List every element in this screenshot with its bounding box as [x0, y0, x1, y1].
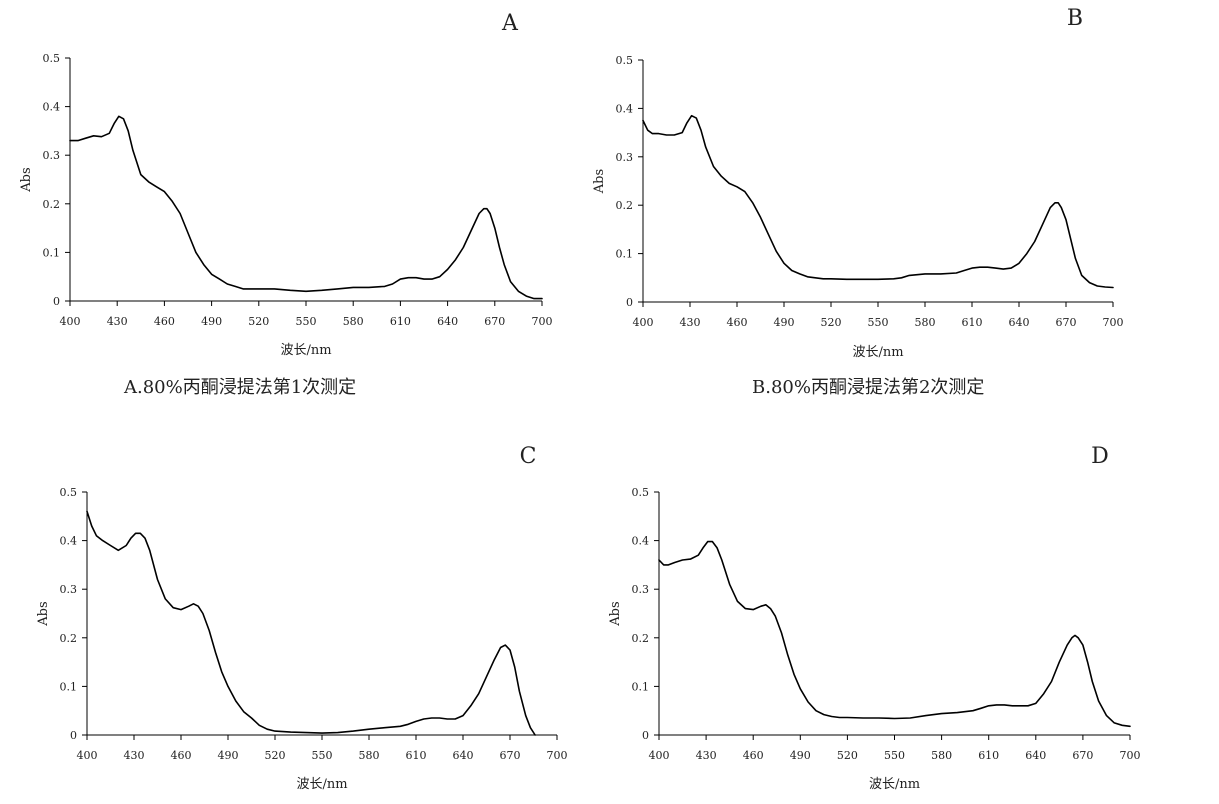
panel-b-x-axis-label: 波长/nm: [852, 345, 903, 360]
panel-c-chart: 0 0.1 0.2 0.3 0.4 0.5 400 430 460 490 520 550 580 610…: [36, 444, 568, 792]
panel-b-absorbance-line: [642, 114, 1114, 289]
panel-b-y-tick-label: 0: [626, 296, 633, 309]
panel-a-x-tick-label: 460: [154, 315, 175, 328]
panel-c-x-tick-label: 640: [453, 749, 474, 762]
panel-c-x-tick-label: 550: [312, 749, 333, 762]
panel-d-x-tick-label: 520: [837, 749, 858, 762]
panel-b-y-axis-label: Abs: [592, 169, 607, 194]
panel-c-x-tick-label: 670: [500, 749, 521, 762]
panel-d-x-tick-label: 610: [978, 749, 999, 762]
panel-d-y-tick-label: 0.3: [632, 583, 650, 596]
panel-c-x-axis-label: 波长/nm: [296, 777, 347, 792]
panel-d-y-tick-label: 0.2: [632, 632, 650, 645]
panel-a-x-tick-label: 700: [532, 315, 553, 328]
panel-a-absorbance-line: [69, 115, 543, 300]
panel-a-x-tick-label: 490: [201, 315, 222, 328]
panel-b-x-tick-label: 490: [774, 316, 795, 329]
panel-a-y-tick-label: 0.2: [43, 198, 61, 211]
panel-b-chart: 0 0.1 0.2 0.3 0.4 0.5 400 430 460 490 520 550 580 610…: [592, 6, 1124, 360]
panel-d-x-tick-label: 580: [931, 749, 952, 762]
panel-c-x-tick-label: 610: [406, 749, 427, 762]
panel-a-y-axis-label: Abs: [19, 167, 34, 192]
panel-c-x-tick-label: 460: [171, 749, 192, 762]
panel-d-x-axis-label: 波长/nm: [869, 777, 920, 792]
panel-a-letter: A: [501, 11, 519, 36]
panel-a-x-tick-label: 550: [296, 315, 317, 328]
panel-c-x-tick-label: 580: [359, 749, 380, 762]
panel-c-y-tick-label: 0.2: [60, 632, 78, 645]
panel-a-x-tick-label: 610: [390, 315, 411, 328]
panel-d-x-tick-label: 670: [1072, 749, 1093, 762]
panel-d-x-tick-label: 430: [696, 749, 717, 762]
panel-c-y-axis-label: Abs: [36, 601, 51, 626]
panel-b-x-tick-label: 520: [821, 316, 842, 329]
panel-d-x-tick-label: 490: [790, 749, 811, 762]
panel-a-x-tick-label: 400: [60, 315, 81, 328]
panel-c-letter: C: [520, 444, 537, 469]
panel-b-x-tick-label: 400: [633, 316, 654, 329]
panel-a-y-tick-label: 0.3: [43, 149, 61, 162]
panel-b-x-tick-label: 640: [1009, 316, 1030, 329]
panel-a-x-tick-label: 520: [248, 315, 269, 328]
panel-b-x-tick-label: 430: [680, 316, 701, 329]
panel-a-y-tick-label: 0.1: [43, 246, 61, 259]
panel-a-y-tick-label: 0: [53, 295, 60, 308]
panel-b-y-tick-label: 0.2: [616, 199, 634, 212]
panel-b-x-tick-label: 460: [727, 316, 748, 329]
panel-b-x-tick-label: 550: [868, 316, 889, 329]
panel-d-x-tick-label: 460: [743, 749, 764, 762]
panel-c-absorbance-line: [86, 510, 536, 736]
panel-c-y-tick-label: 0.4: [60, 535, 78, 548]
panel-d-y-tick-label: 0.4: [632, 535, 650, 548]
panel-b-y-tick-label: 0.5: [616, 54, 634, 67]
panel-d-y-tick-label: 0.5: [632, 486, 650, 499]
panel-c-x-tick-label: 520: [265, 749, 286, 762]
panel-a-x-tick-label: 670: [484, 315, 505, 328]
panel-c-y-tick-label: 0.5: [60, 486, 78, 499]
caption-b: B.80%丙酮浸提法第2次测定: [752, 377, 985, 398]
panel-d-x-tick-label: 640: [1025, 749, 1046, 762]
panel-a-chart: 0 0.1 0.2 0.3 0.4 0.5 400 430 460 490 520 550 580 610…: [19, 11, 553, 358]
caption-a: A.80%丙酮浸提法第1次测定: [124, 377, 357, 398]
panel-b-letter: B: [1067, 6, 1083, 31]
panel-a-x-tick-label: 640: [437, 315, 458, 328]
panel-a-y-tick-label: 0.4: [43, 101, 61, 114]
panel-d-x-tick-label: 400: [649, 749, 670, 762]
panel-b-x-tick-label: 610: [962, 316, 983, 329]
panel-d-y-axis-label: Abs: [608, 601, 623, 626]
panel-b-x-tick-label: 670: [1056, 316, 1077, 329]
panel-d-x-tick-label: 550: [884, 749, 905, 762]
panel-a-x-tick-label: 430: [107, 315, 128, 328]
panel-a-x-axis-label: 波长/nm: [280, 343, 331, 358]
panel-c-y-tick-label: 0: [70, 729, 77, 742]
panel-d-chart: 0 0.1 0.2 0.3 0.4 0.5 400 430 460 490 520 550 580 610…: [608, 444, 1141, 792]
panel-d-y-tick-label: 0: [642, 729, 649, 742]
panel-b-y-tick-label: 0.1: [616, 248, 634, 261]
panel-c-y-tick-label: 0.3: [60, 583, 78, 596]
panel-a-x-tick-label: 580: [343, 315, 364, 328]
panel-d-x-tick-label: 700: [1120, 749, 1141, 762]
panel-c-x-tick-label: 700: [547, 749, 568, 762]
panel-c-x-tick-label: 490: [218, 749, 239, 762]
panel-b-y-tick-label: 0.4: [616, 102, 634, 115]
panel-d-y-tick-label: 0.1: [632, 680, 650, 693]
panel-a-y-tick-label: 0.5: [43, 52, 61, 65]
panel-d-absorbance-line: [658, 540, 1131, 728]
panel-c-x-tick-label: 430: [124, 749, 145, 762]
panel-b-x-tick-label: 700: [1103, 316, 1124, 329]
panel-b-y-tick-label: 0.3: [616, 151, 634, 164]
panel-c-x-tick-label: 400: [77, 749, 98, 762]
panel-d-letter: D: [1091, 444, 1109, 469]
panel-c-y-tick-label: 0.1: [60, 680, 78, 693]
panel-b-x-tick-label: 580: [915, 316, 936, 329]
